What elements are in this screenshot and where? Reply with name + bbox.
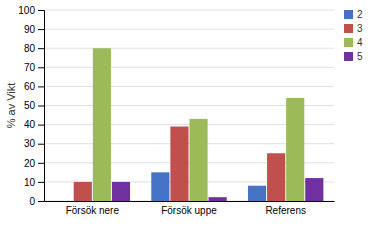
y-tick-mark [38, 201, 44, 202]
legend-swatch [344, 10, 353, 19]
y-tick-label: 90 [24, 24, 36, 35]
grid-line [44, 48, 334, 49]
grid-line [44, 86, 334, 87]
bar [189, 119, 207, 201]
x-tick: Försök uppe [161, 201, 217, 216]
x-tick-label: Referens [265, 205, 306, 216]
bar [209, 197, 227, 201]
legend-label: 5 [357, 51, 363, 62]
x-tick-label: Försök nere [66, 205, 120, 216]
y-tick-mark [38, 106, 44, 107]
legend-label: 2 [357, 9, 363, 20]
y-tick: 100 [18, 5, 44, 16]
y-axis-label: % av Vikt [5, 83, 17, 129]
x-tick: Försök nere [66, 201, 120, 216]
y-tick: 30 [24, 138, 44, 149]
y-tick-mark [38, 86, 44, 87]
legend-label: 4 [357, 37, 363, 48]
y-tick: 0 [29, 196, 44, 207]
y-tick-label: 80 [24, 43, 36, 54]
y-tick-mark [38, 144, 44, 145]
bar-series [93, 48, 304, 201]
y-tick-mark [38, 163, 44, 164]
y-tick: 90 [24, 24, 44, 35]
bar [170, 127, 188, 201]
bar [74, 182, 92, 201]
legend-swatch [344, 24, 353, 33]
y-tick-label: 50 [24, 100, 36, 111]
grid-line [44, 10, 334, 11]
y-tick: 10 [24, 177, 44, 188]
plot: 0102030405060708090100Försök nereFörsök … [18, 5, 334, 216]
chart-svg: 0102030405060708090100Försök nereFörsök … [0, 0, 376, 225]
y-tick: 80 [24, 43, 44, 54]
y-tick-mark [38, 48, 44, 49]
bar [305, 178, 323, 201]
x-tick-label: Försök uppe [161, 205, 217, 216]
grid-line [44, 67, 334, 68]
legend-swatch [344, 52, 353, 61]
y-tick: 40 [24, 119, 44, 130]
y-tick-label: 0 [29, 196, 35, 207]
y-tick-mark [38, 10, 44, 11]
bar [267, 153, 285, 201]
bar [93, 48, 111, 201]
y-tick-label: 60 [24, 81, 36, 92]
y-tick-label: 70 [24, 62, 36, 73]
legend-label: 3 [357, 23, 363, 34]
legend-item: 5 [344, 51, 363, 62]
x-axis-line [45, 201, 335, 202]
y-tick: 60 [24, 81, 44, 92]
y-tick: 70 [24, 62, 44, 73]
y-axis-line [38, 11, 45, 202]
bar [286, 98, 304, 201]
y-tick-mark [38, 67, 44, 68]
legend-item: 3 [344, 23, 363, 34]
x-axis: Försök nere Försök uppe Referens [45, 201, 335, 216]
bar [151, 172, 169, 201]
x-tick: Referens [265, 201, 306, 216]
y-tick: 20 [24, 158, 44, 169]
grid [44, 10, 334, 201]
y-tick: 50 [24, 100, 44, 111]
y-tick-label: 40 [24, 119, 36, 130]
bar [248, 186, 266, 201]
chart: 0102030405060708090100Försök nereFörsök … [0, 0, 376, 225]
legend-item: 2 [344, 9, 363, 20]
y-tick-label: 20 [24, 158, 36, 169]
bar [55, 201, 73, 202]
bar-series [112, 178, 323, 201]
bar-series [151, 172, 266, 201]
y-axis: 0 10 20 30 40 50 60 70 80 90 100 [18, 5, 44, 207]
y-tick-label: 30 [24, 138, 36, 149]
y-tick-mark [38, 125, 44, 126]
y-tick-label: 10 [24, 177, 36, 188]
bar [112, 182, 130, 201]
bars [74, 48, 324, 201]
y-tick-label: 100 [18, 5, 35, 16]
y-tick-mark [38, 29, 44, 30]
legend-swatch [344, 38, 353, 47]
grid-line [44, 29, 334, 30]
y-tick-mark [38, 182, 44, 183]
legend-item: 4 [344, 37, 363, 48]
legend: 2 3 4 5 [344, 9, 363, 62]
